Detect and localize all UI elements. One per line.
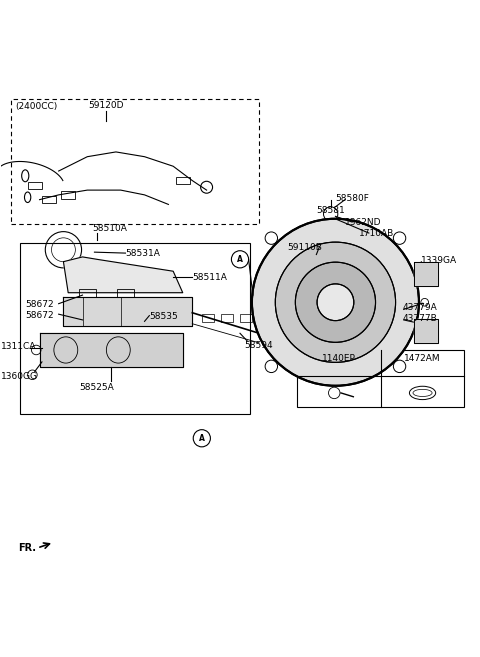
Text: 43777B: 43777B [402, 315, 437, 323]
Text: 58672: 58672 [25, 311, 54, 320]
Text: 58535: 58535 [149, 312, 178, 321]
Polygon shape [39, 333, 183, 367]
Bar [61, 191, 75, 198]
Bar [79, 289, 96, 298]
Bar [297, 350, 464, 407]
Text: FR.: FR. [18, 543, 36, 553]
Text: 1362ND: 1362ND [345, 217, 382, 227]
Text: 59120D: 59120D [89, 101, 124, 110]
Bar [42, 196, 56, 204]
Bar [28, 181, 42, 189]
Text: 58511A: 58511A [192, 273, 227, 282]
Bar [202, 313, 214, 323]
Bar [117, 289, 134, 298]
Text: A: A [199, 434, 205, 443]
Bar [240, 313, 252, 323]
Text: 58510A: 58510A [92, 224, 127, 233]
Circle shape [317, 284, 354, 321]
Text: 58525A: 58525A [80, 384, 114, 392]
Text: 58581: 58581 [316, 206, 345, 215]
Circle shape [252, 219, 419, 386]
Bar [21, 242, 250, 415]
Text: 58594: 58594 [245, 341, 274, 350]
Text: A: A [237, 255, 243, 264]
Text: 58672: 58672 [25, 300, 54, 309]
Bar [176, 177, 190, 185]
Text: 58531A: 58531A [125, 248, 160, 258]
Circle shape [295, 262, 375, 342]
Polygon shape [63, 298, 192, 326]
Text: 1140EP: 1140EP [322, 353, 356, 363]
Bar [221, 313, 233, 323]
Text: 43779A: 43779A [402, 304, 437, 313]
Polygon shape [63, 257, 183, 293]
Text: 1339GA: 1339GA [421, 256, 457, 265]
Text: 1311CA: 1311CA [1, 342, 37, 351]
Text: 1710AB: 1710AB [360, 229, 395, 238]
Text: 58580F: 58580F [336, 194, 369, 203]
Text: 1360GG: 1360GG [1, 372, 38, 380]
Bar [11, 99, 259, 223]
Text: 1472AM: 1472AM [404, 353, 441, 363]
Polygon shape [414, 319, 438, 343]
Circle shape [276, 242, 396, 363]
Text: 59110B: 59110B [288, 243, 323, 252]
Polygon shape [414, 261, 438, 286]
Text: (2400CC): (2400CC) [16, 102, 58, 111]
